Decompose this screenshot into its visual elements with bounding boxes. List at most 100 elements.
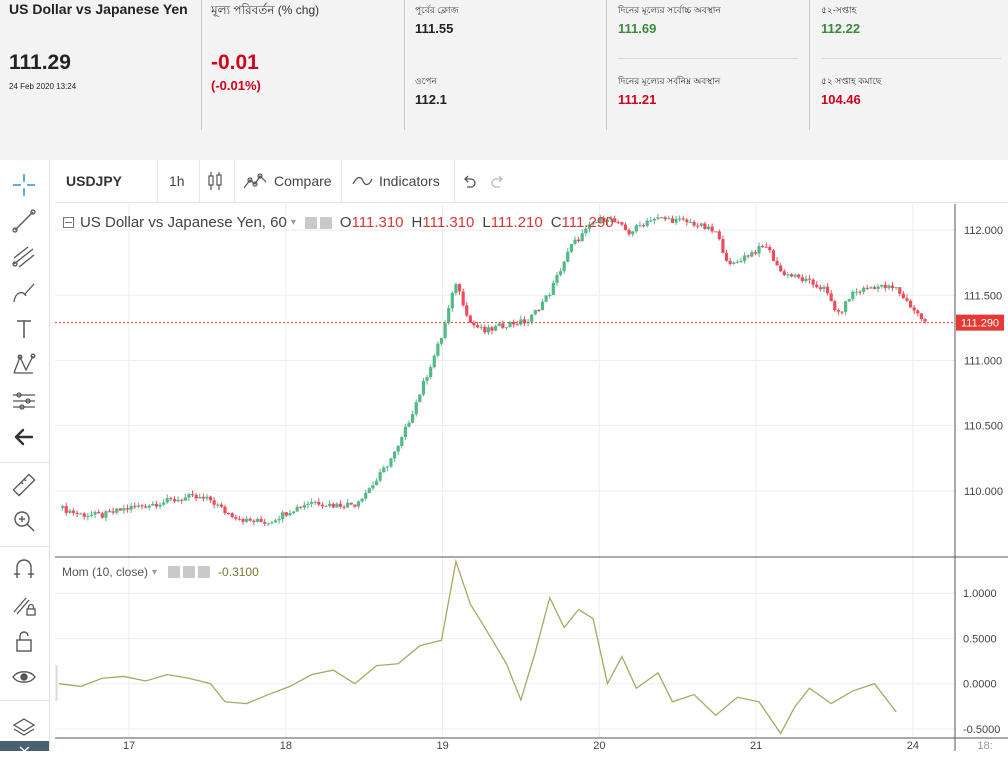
momentum-line <box>58 558 897 735</box>
lock-drawing-icon[interactable] <box>9 590 39 620</box>
candle-body <box>429 367 433 378</box>
symbol-search-button[interactable]: USDJPY <box>66 160 122 202</box>
candle-body <box>728 260 732 264</box>
text-icon[interactable] <box>9 314 39 344</box>
candle-body <box>580 233 584 242</box>
candle-body <box>735 261 739 263</box>
candle-body <box>414 402 418 415</box>
candle-body <box>548 294 552 296</box>
pattern-icon[interactable] <box>9 350 39 380</box>
candle-body <box>115 508 119 513</box>
candle-body <box>566 251 570 262</box>
candle-body <box>627 229 631 235</box>
candle-body <box>519 319 523 325</box>
lock-icon[interactable] <box>9 626 39 656</box>
candle-body <box>649 220 653 222</box>
candle-body <box>378 472 382 481</box>
day-high-label: দিনের মূল্যের সর্বোচ্চ অবস্থান <box>618 5 721 15</box>
settings-icon[interactable] <box>183 566 196 578</box>
back-arrow-icon[interactable] <box>9 422 39 452</box>
candle-body <box>483 326 487 333</box>
day-high-value: 111.69 <box>618 21 657 36</box>
candle-body <box>407 422 411 427</box>
candle-body <box>277 518 281 521</box>
candle-body <box>818 287 822 290</box>
magnet-icon[interactable] <box>9 554 39 584</box>
candle-body <box>696 225 700 227</box>
candle-body <box>540 301 545 311</box>
y-tick-label: 110.000 <box>964 486 1003 498</box>
visibility-icon[interactable] <box>304 216 317 229</box>
chevron-down-icon[interactable]: ▾ <box>290 217 296 228</box>
candle-body <box>562 261 566 272</box>
collapse-legend-icon[interactable] <box>63 217 74 228</box>
redo-icon <box>491 175 503 188</box>
candle-body <box>306 503 310 506</box>
divider <box>606 0 607 130</box>
forecast-icon[interactable] <box>9 386 39 416</box>
candle-body <box>230 513 234 518</box>
pitchfork-icon[interactable] <box>9 242 39 272</box>
eye-icon[interactable] <box>9 662 39 692</box>
candle-body <box>641 225 646 227</box>
crosshair-icon[interactable] <box>9 170 39 200</box>
candle-body <box>851 291 855 300</box>
candle-body <box>699 223 703 226</box>
candle-body <box>908 300 913 308</box>
candle-body <box>194 495 198 499</box>
candle-body <box>504 327 509 329</box>
candle-body <box>475 325 480 328</box>
candle-body <box>82 513 86 517</box>
brush-icon[interactable] <box>9 278 39 308</box>
change-label: মূল্য পরিবর্তন (% chg) <box>211 3 320 17</box>
divider <box>234 160 235 202</box>
candle-body <box>764 246 768 248</box>
candle-body <box>187 494 191 498</box>
week52-high-label: ৫২-সপ্তাহ <box>821 5 857 15</box>
collapse-toolbar-button[interactable] <box>0 741 49 752</box>
interval-button[interactable]: 1h <box>169 160 185 202</box>
visibility-icon[interactable] <box>168 566 181 578</box>
price-chart[interactable]: 110.000 110.500 111.000 111.500 112.000 1.000… <box>48 204 1008 752</box>
candle-body <box>180 499 184 501</box>
zoom-in-icon[interactable] <box>9 506 39 536</box>
candle-body <box>309 502 314 504</box>
last-price: 111.29 <box>9 51 71 74</box>
candle-body <box>706 226 711 230</box>
chevron-down-icon[interactable]: ▾ <box>152 566 158 578</box>
candle-body <box>869 287 873 289</box>
divider <box>341 160 342 202</box>
undo-button[interactable] <box>460 160 478 202</box>
candle-body <box>591 222 595 225</box>
candle-body <box>833 301 837 311</box>
candle-body <box>919 313 923 320</box>
candle-body <box>872 287 877 289</box>
candle-body <box>623 224 628 230</box>
candle-body <box>118 508 122 511</box>
candle-body <box>432 355 436 368</box>
chart-style-button[interactable] <box>206 160 224 202</box>
candle-body <box>916 310 920 314</box>
ruler-icon[interactable] <box>9 470 39 500</box>
redo-button[interactable] <box>489 160 507 202</box>
candle-body <box>710 226 714 232</box>
candle-body <box>443 322 447 338</box>
divider <box>0 546 49 547</box>
close-icon[interactable] <box>198 566 211 578</box>
prev-close-value: 111.55 <box>415 21 454 36</box>
candle-body <box>320 504 325 507</box>
x-tick-label: 19 <box>436 740 448 751</box>
candle-body <box>537 309 541 311</box>
indicators-button[interactable]: Indicators <box>351 160 440 202</box>
candle-body <box>804 278 808 282</box>
candle-body <box>396 445 400 452</box>
trend-line-icon[interactable] <box>9 206 39 236</box>
week52-high-value: 112.22 <box>821 21 861 36</box>
compare-button[interactable]: Compare <box>242 160 332 202</box>
candle-body <box>890 285 895 288</box>
high-key: H <box>411 214 423 231</box>
layers-icon[interactable] <box>9 712 39 742</box>
settings-icon[interactable] <box>319 216 332 229</box>
candle-body <box>273 520 278 523</box>
divider <box>404 0 405 130</box>
